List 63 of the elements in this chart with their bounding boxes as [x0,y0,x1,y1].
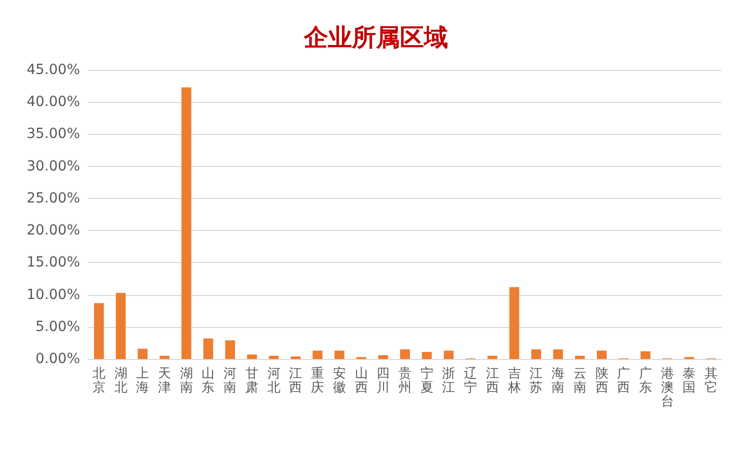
bar [268,356,279,359]
bar [531,349,542,359]
x-tick-label: 山东 [202,366,215,396]
bar [574,356,585,359]
x-tick-label: 北京 [92,366,106,396]
bar [444,350,454,359]
x-tick-label: 贵州 [398,366,412,396]
y-tick-label: 0.00% [36,351,80,367]
x-tick-label: 江苏 [530,366,543,396]
bar [553,349,563,359]
bar [509,287,520,359]
x-tick-label: 湖南 [180,366,193,396]
x-tick-label: 广东 [638,366,652,396]
x-tick-label: 港澳台 [660,366,674,410]
bar [225,340,236,359]
y-tick-label: 10.00% [26,286,80,303]
bar [640,351,650,359]
y-tick-label: 40.00% [26,94,80,110]
y-tick-label: 35.00% [26,126,80,142]
bar [203,338,214,359]
chart-title: 企业所属区域 [303,22,448,52]
x-tick-label: 湖北 [114,366,128,396]
x-tick-label: 河北 [267,366,280,396]
x-tick-label: 其它 [704,366,718,396]
x-tick-label: 海南 [552,366,565,396]
x-tick-label: 天津 [158,366,172,396]
x-tick-label: 辽宁 [464,366,478,396]
bar [247,354,257,359]
bar [160,356,170,359]
y-tick-label: 20.00% [26,222,80,239]
x-tick-label: 广西 [617,366,630,396]
x-tick-label: 甘肃 [245,366,258,396]
bar [312,350,322,359]
y-tick-label: 25.00% [26,190,80,206]
bar [138,348,148,359]
bar [422,352,432,359]
x-tick-label: 泰国 [682,366,696,396]
y-tick-label: 15.00% [26,254,80,271]
bar [116,292,126,359]
x-tick-label: 江西 [289,366,302,396]
y-tick-label: 45.00% [26,62,80,78]
x-tick-label: 四川 [376,366,390,396]
x-tick-label: 江西 [486,366,499,396]
x-tick-label: 浙江 [442,366,456,396]
y-tick-label: 30.00% [26,158,80,174]
bar [596,350,607,359]
x-tick-label: 重庆 [311,366,324,396]
bar [378,355,388,359]
bar [94,303,104,359]
x-tick-label: 吉林 [506,366,521,396]
x-tick-label: 河南 [224,366,237,396]
x-tick-label: 山西 [354,366,368,396]
x-tick-label: 云南 [573,366,586,396]
x-tick-label: 安徽 [332,366,346,396]
bar [334,350,344,359]
bar [488,356,498,359]
x-tick-label: 陕西 [595,366,608,396]
bar [290,356,301,359]
y-tick-label: 5.00% [36,318,80,335]
bar [181,87,192,359]
x-tick-label: 宁夏 [420,366,434,396]
x-tick-label: 上海 [136,366,150,396]
bar [400,349,410,359]
